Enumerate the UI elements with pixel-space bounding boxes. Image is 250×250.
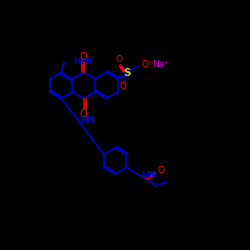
Text: HN: HN bbox=[80, 116, 96, 124]
Text: O: O bbox=[115, 55, 122, 64]
Text: O: O bbox=[158, 166, 164, 175]
Text: O⁻: O⁻ bbox=[142, 60, 154, 69]
Text: Na⁺: Na⁺ bbox=[152, 60, 169, 69]
Text: O: O bbox=[80, 52, 88, 62]
Text: O: O bbox=[120, 82, 127, 91]
Text: O: O bbox=[80, 109, 88, 119]
Text: HN: HN bbox=[141, 171, 156, 180]
Text: H₂N: H₂N bbox=[74, 57, 93, 66]
Text: S: S bbox=[123, 68, 131, 78]
